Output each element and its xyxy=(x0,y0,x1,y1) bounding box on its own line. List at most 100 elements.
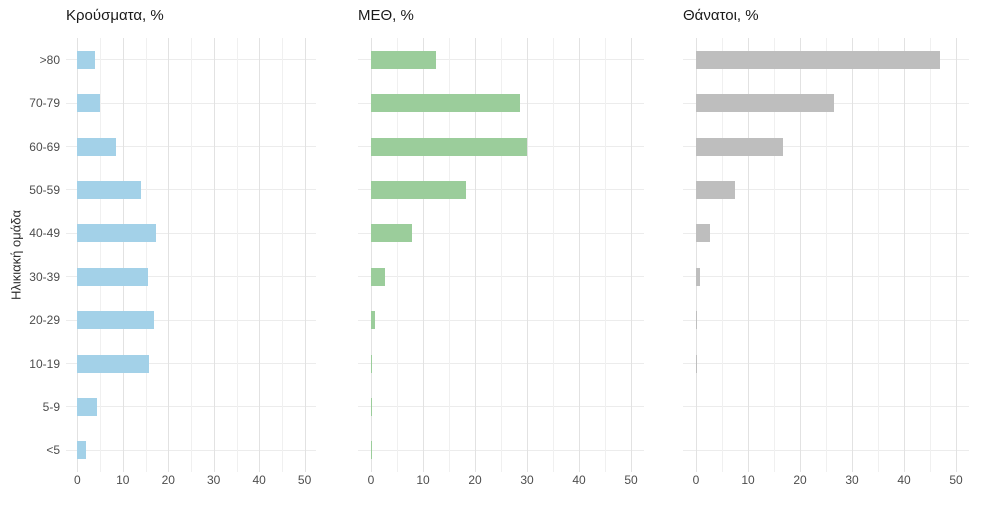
panel-title-icu: ΜΕΘ, % xyxy=(358,7,414,24)
x-tick-label: 20 xyxy=(468,473,482,487)
x-axis-deaths: 0 10 20 30 40 50 xyxy=(683,473,969,489)
category-label: 20-29 xyxy=(29,313,60,328)
bar xyxy=(371,94,521,113)
gridline-vertical xyxy=(371,38,372,472)
x-tick-label: 40 xyxy=(252,473,266,487)
bar xyxy=(77,50,95,69)
x-tick-label: 20 xyxy=(161,473,175,487)
category-label: 30-39 xyxy=(29,269,60,284)
x-tick-label: 30 xyxy=(845,473,859,487)
bar xyxy=(77,94,101,113)
gridline-vertical xyxy=(722,38,723,472)
gridline-vertical xyxy=(122,38,124,472)
bar xyxy=(696,180,735,199)
bar xyxy=(371,180,467,199)
panel-title-deaths: Θάνατοι, % xyxy=(683,7,759,24)
gridline-vertical xyxy=(475,38,476,472)
bar xyxy=(77,397,98,416)
x-tick-label: 0 xyxy=(74,473,81,487)
x-tick-label: 50 xyxy=(297,473,312,487)
x-tick-label: 20 xyxy=(793,473,807,487)
x-tick-label: 30 xyxy=(520,473,534,487)
bar xyxy=(77,180,141,199)
category-label: <5 xyxy=(46,443,60,458)
gridline-vertical xyxy=(501,38,502,472)
bar xyxy=(696,137,784,156)
gridline-vertical xyxy=(930,38,931,472)
panel-deaths xyxy=(683,38,969,472)
gridline-vertical xyxy=(397,38,398,472)
panel-cases xyxy=(66,38,316,472)
bar xyxy=(77,137,117,156)
bar xyxy=(371,441,372,460)
panel-title-cases: Κρούσματα, % xyxy=(66,7,164,24)
gridline-vertical xyxy=(696,38,697,472)
gridline-vertical xyxy=(605,38,606,472)
bar xyxy=(77,224,156,243)
category-label: 10-19 xyxy=(29,356,60,371)
bar xyxy=(696,354,697,373)
gridline-vertical xyxy=(100,38,102,472)
gridline-vertical xyxy=(956,38,957,472)
bar xyxy=(696,94,834,113)
bar xyxy=(371,50,436,69)
x-tick-label: 40 xyxy=(897,473,911,487)
category-label: >80 xyxy=(39,52,60,67)
x-tick-label: 50 xyxy=(624,473,638,487)
bar xyxy=(696,50,941,69)
gridline-vertical xyxy=(852,38,853,472)
gridline-vertical xyxy=(236,38,238,472)
bar xyxy=(77,267,148,286)
gridline-vertical xyxy=(281,38,283,472)
gridline-vertical xyxy=(631,38,632,472)
gridline-vertical xyxy=(423,38,424,472)
gridline-vertical xyxy=(904,38,905,472)
x-axis-icu: 0 10 20 30 40 50 xyxy=(358,473,644,489)
x-tick-label: 10 xyxy=(116,473,130,487)
gridline-vertical xyxy=(449,38,450,472)
gridline-vertical xyxy=(774,38,775,472)
bar xyxy=(371,397,372,416)
gridline-vertical xyxy=(168,38,170,472)
panel-icu xyxy=(358,38,644,472)
gridline-vertical xyxy=(800,38,801,472)
category-label: 50-59 xyxy=(29,182,60,197)
gridline-vertical xyxy=(259,38,261,472)
gridline-vertical xyxy=(527,38,528,472)
x-tick-label: 10 xyxy=(741,473,755,487)
gridline-vertical xyxy=(878,38,879,472)
bar xyxy=(696,224,710,243)
y-axis-category-labels: >80 70-79 60-69 50-59 40-49 30-39 20-29 10-19 5-… xyxy=(0,38,60,472)
gridline-vertical xyxy=(145,38,147,472)
bar xyxy=(371,354,372,373)
bar xyxy=(371,224,412,243)
x-tick-label: 0 xyxy=(367,473,375,487)
bar xyxy=(77,354,149,373)
gridline-vertical xyxy=(304,38,306,472)
bar xyxy=(371,137,527,156)
x-tick-label: 10 xyxy=(416,473,430,487)
x-tick-label: 50 xyxy=(949,473,963,487)
gridline-vertical xyxy=(826,38,827,472)
x-tick-label: 40 xyxy=(572,473,586,487)
bar xyxy=(371,267,385,286)
x-tick-label: 30 xyxy=(207,473,221,487)
gridline-vertical xyxy=(213,38,215,472)
gridline-vertical xyxy=(579,38,580,472)
x-axis-cases: 0 10 20 30 40 50 xyxy=(66,473,316,489)
gridline-vertical xyxy=(77,38,79,472)
category-label: 40-49 xyxy=(29,226,60,241)
gridline-vertical xyxy=(191,38,192,472)
bar xyxy=(77,311,154,330)
category-label: 70-79 xyxy=(29,96,60,111)
bar xyxy=(696,311,697,330)
bar xyxy=(696,267,701,286)
gridline-vertical xyxy=(553,38,554,472)
bar xyxy=(371,311,376,330)
x-tick-label: 0 xyxy=(692,473,700,487)
bar xyxy=(77,441,87,460)
category-label: 5-9 xyxy=(42,399,60,414)
category-label: 60-69 xyxy=(29,139,60,154)
gridline-vertical xyxy=(748,38,749,472)
